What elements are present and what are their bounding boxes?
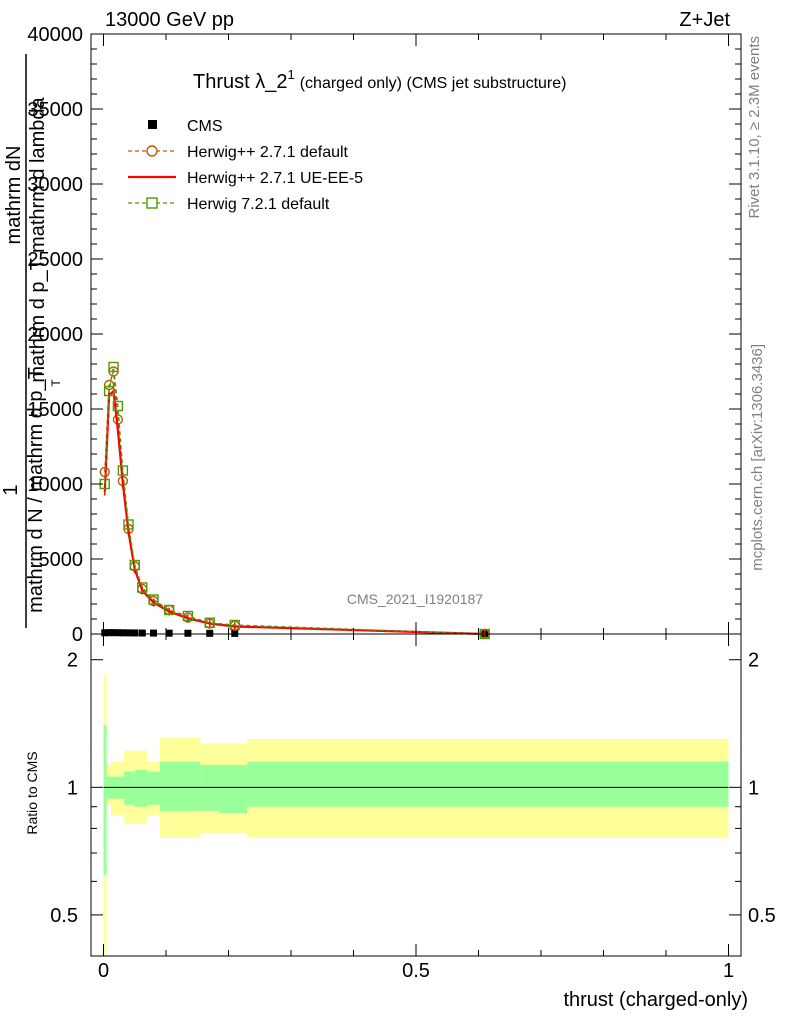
y-tick-label: 5000 xyxy=(39,549,84,571)
legend-entry: Herwig 7.2.1 default xyxy=(128,196,330,213)
series-marker-square xyxy=(117,465,129,476)
cms-data-point xyxy=(101,629,109,637)
y-tick-label: 20000 xyxy=(27,324,83,346)
y-tick-label: 40000 xyxy=(27,24,83,46)
main-panel: 0 5000 10000 15000 20000 25000 30000 35000 40000… xyxy=(0,24,742,646)
y-label-den2: mathrm d N / mathrm d p_T xyxy=(25,367,47,613)
y-tick-label: 10000 xyxy=(27,474,83,496)
cms-data-point xyxy=(231,629,239,637)
legend-label: Herwig++ 2.7.1 UE-EE-5 xyxy=(187,170,363,187)
process-label: Z+Jet xyxy=(679,9,730,31)
chart-subtitle: (charged only) (CMS jet substructure) xyxy=(300,75,567,92)
ratio-band-inner xyxy=(247,761,729,807)
cms-data-point xyxy=(114,629,122,637)
series-marker-square xyxy=(137,582,148,593)
ratio-band-inner xyxy=(178,761,201,811)
ratio-band-inner xyxy=(124,771,135,805)
cms-data-point xyxy=(110,629,117,637)
y-label-den1: mathrm d p_T mathrm d lambda xyxy=(27,96,49,382)
cms-data-point xyxy=(119,629,127,637)
cms-data-point xyxy=(131,629,139,637)
y-tick-label: 0 xyxy=(72,624,83,646)
series-marker-square xyxy=(123,519,134,530)
chart-title-main: Thrust λ_2 xyxy=(193,71,287,93)
series-marker-square xyxy=(148,594,159,605)
ratio-band-inner xyxy=(219,764,248,813)
series-line xyxy=(103,388,485,636)
series-0 xyxy=(101,629,489,638)
legend: CMS Herwig++ 2.7.1 default Herwig++ 2.7.1 … xyxy=(128,118,363,213)
legend-entry: Herwig++ 2.7.1 UE-EE-5 xyxy=(128,170,363,187)
cms-data-point xyxy=(125,629,132,637)
ratio-panel: 0.5 0.5 1 1 2 2 0 0.5 1 Ratio to CMS thrust (cha… xyxy=(24,633,776,1011)
legend-label: Herwig 7.2.1 default xyxy=(187,196,330,213)
ratio-y-label: Ratio to CMS xyxy=(24,751,40,834)
ratio-band-inner xyxy=(103,725,107,876)
series-marker-square xyxy=(112,400,124,412)
watermark: CMS_2021_I1920187 xyxy=(347,591,483,607)
series-marker-square xyxy=(182,610,194,622)
series-marker-square xyxy=(229,619,240,631)
y-tick-label: 35000 xyxy=(27,99,83,121)
x-tick-label: 0 xyxy=(98,960,109,982)
legend-entry: CMS xyxy=(148,118,223,135)
main-series-layer xyxy=(99,361,490,640)
x-axis-label: thrust (charged-only) xyxy=(563,989,748,1011)
legend-label: CMS xyxy=(187,118,223,135)
series-marker-square xyxy=(103,385,115,397)
cms-data-point xyxy=(184,629,192,637)
legend-marker xyxy=(146,145,158,157)
ratio-y-tick-label: 2 xyxy=(67,650,78,672)
legend-entry: Herwig++ 2.7.1 default xyxy=(128,144,349,161)
series-marker-square xyxy=(204,617,215,628)
energy-label: 13000 GeV pp xyxy=(105,9,234,31)
ratio-band-inner xyxy=(134,769,148,807)
mcplots-label: mcplots.cern.ch [arXiv:1306.3436] xyxy=(749,344,766,571)
x-tick-label: 0.5 xyxy=(402,960,430,982)
y-tick-label: 25000 xyxy=(27,249,83,271)
y-tick-label: 15000 xyxy=(27,399,83,421)
rivet-label: Rivet 3.1.10, ≥ 2.3M events xyxy=(746,36,763,219)
main-axes: 0 5000 10000 15000 20000 25000 30000 35000 40000 xyxy=(27,24,741,646)
ratio-band-inner xyxy=(159,761,179,811)
y-label-one: 1 xyxy=(0,484,22,495)
y-label-num: mathrm dN xyxy=(3,146,25,245)
cms-data-point xyxy=(165,629,173,637)
cms-data-point xyxy=(138,629,146,637)
cms-data-point xyxy=(206,629,214,637)
ratio-bands xyxy=(103,674,729,956)
x-tick-label: 1 xyxy=(723,960,734,982)
legend-marker xyxy=(146,197,158,209)
ratio-band-inner xyxy=(147,771,160,805)
ratio-y-tick-label: 0.5 xyxy=(50,905,78,927)
ratio-y-tick-label-right: 1 xyxy=(748,777,759,799)
series-marker-square xyxy=(163,604,175,616)
cms-data-point xyxy=(105,629,113,637)
ratio-y-tick-label-right: 0.5 xyxy=(748,905,776,927)
y-axis-label: 1 mathrm dN mathrm d p_T mathrm d lambda… xyxy=(0,54,63,628)
legend-label: Herwig++ 2.7.1 default xyxy=(187,144,349,161)
ratio-y-tick-label-right: 2 xyxy=(748,650,759,672)
series-line xyxy=(104,366,485,635)
chart-title: Thrust λ_21 (charged only) (CMS jet subst… xyxy=(193,67,566,93)
ratio-band-inner xyxy=(200,764,220,811)
ratio-y-tick-label: 1 xyxy=(67,777,78,799)
y-tick-label: 30000 xyxy=(27,174,83,196)
cms-data-point xyxy=(150,629,157,637)
series-marker-square xyxy=(108,361,119,373)
legend-swatch xyxy=(148,120,157,129)
chart-title-sup: 1 xyxy=(287,67,294,82)
y-label-sub: T xyxy=(49,379,63,387)
ratio-axes: 0.5 0.5 1 1 2 2 0 0.5 1 xyxy=(50,634,776,982)
series-marker-square xyxy=(129,559,140,571)
